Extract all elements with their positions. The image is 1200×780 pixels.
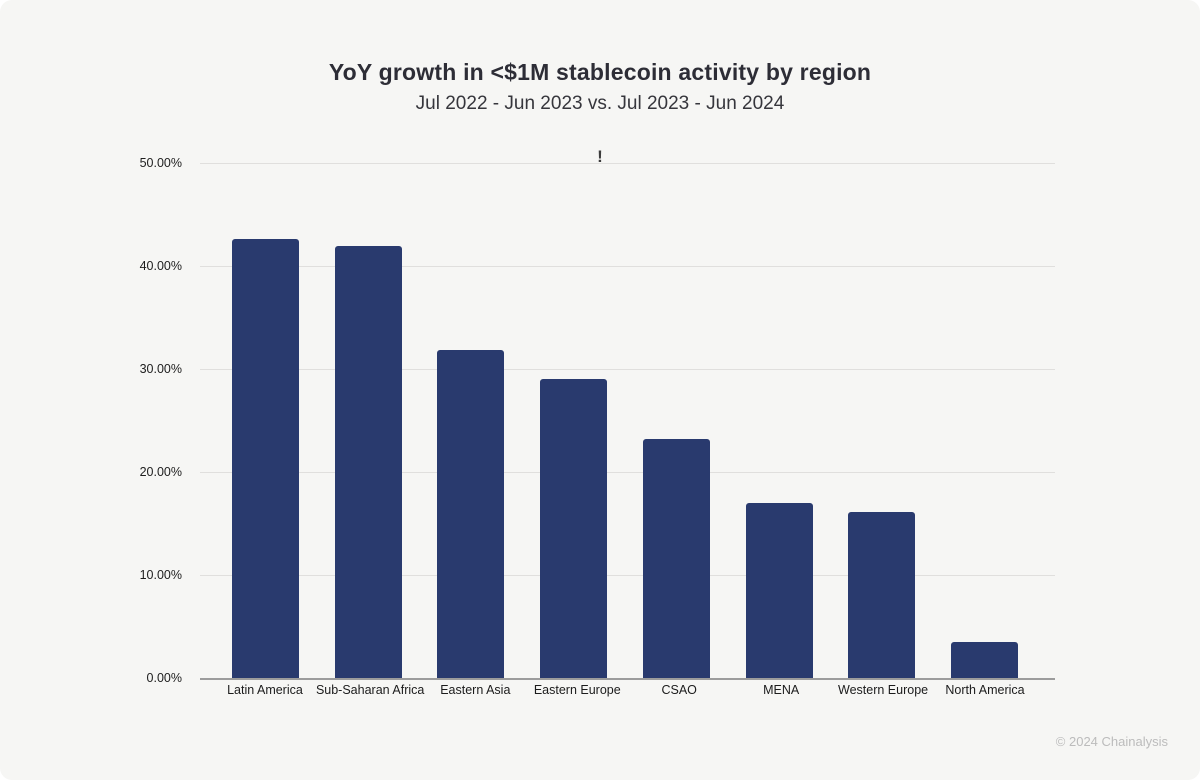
bar-slot bbox=[625, 163, 728, 678]
bar-western-europe bbox=[848, 512, 916, 678]
x-tick-label: MENA bbox=[763, 683, 800, 697]
bars-row bbox=[214, 163, 1036, 678]
y-tick-label: 30.00% bbox=[139, 362, 182, 376]
bar-sub-saharan-africa bbox=[334, 246, 402, 678]
x-tick-label: Eastern Asia bbox=[440, 683, 511, 697]
bar-slot bbox=[214, 163, 317, 678]
y-axis-labels: 50.00% 40.00% 30.00% 20.00% 10.00% 0.00% bbox=[0, 156, 190, 685]
y-tick-label: 50.00% bbox=[139, 156, 182, 170]
x-tick-label: Western Europe bbox=[838, 683, 929, 697]
x-tick-label: CSAO bbox=[661, 683, 697, 697]
bar-eastern-asia bbox=[437, 350, 505, 678]
chart-title: YoY growth in <$1M stablecoin activity b… bbox=[328, 59, 872, 85]
bar-csao bbox=[642, 439, 710, 678]
y-tick-label: 20.00% bbox=[139, 465, 182, 479]
chart-subtitle: Jul 2022 - Jun 2023 vs. Jul 2023 - Jun 2… bbox=[415, 93, 785, 114]
y-tick-label: 10.00% bbox=[139, 568, 182, 582]
bar-slot bbox=[831, 163, 934, 678]
gridline bbox=[200, 575, 1055, 576]
x-tick-label: North America bbox=[945, 683, 1025, 697]
bar-slot bbox=[522, 163, 625, 678]
bar-slot bbox=[728, 163, 831, 678]
copyright-text: © 2024 Chainalysis bbox=[1055, 734, 1168, 749]
bar-eastern-europe bbox=[540, 379, 608, 678]
x-tick-label: Sub-Saharan Africa bbox=[315, 683, 425, 697]
y-tick-label: 0.00% bbox=[146, 671, 182, 685]
gridline bbox=[200, 163, 1055, 164]
bar-north-america bbox=[951, 641, 1019, 678]
x-tick-label: Eastern Europe bbox=[533, 683, 621, 697]
plot-area bbox=[200, 163, 1055, 680]
bar-slot bbox=[317, 163, 420, 678]
exclamation-annotation: ! bbox=[597, 147, 603, 166]
gridline bbox=[200, 266, 1055, 267]
x-axis-labels: Latin America Sub-Saharan Africa Eastern A… bbox=[214, 683, 1036, 697]
bar-mena bbox=[745, 502, 813, 678]
bar-slot bbox=[933, 163, 1036, 678]
gridline bbox=[200, 472, 1055, 473]
gridline bbox=[200, 369, 1055, 370]
y-tick-label: 40.00% bbox=[139, 259, 182, 273]
bar-slot bbox=[420, 163, 523, 678]
bar-latin-america bbox=[231, 239, 299, 678]
x-axis-line bbox=[200, 678, 1055, 680]
x-tick-label: Latin America bbox=[227, 683, 303, 697]
